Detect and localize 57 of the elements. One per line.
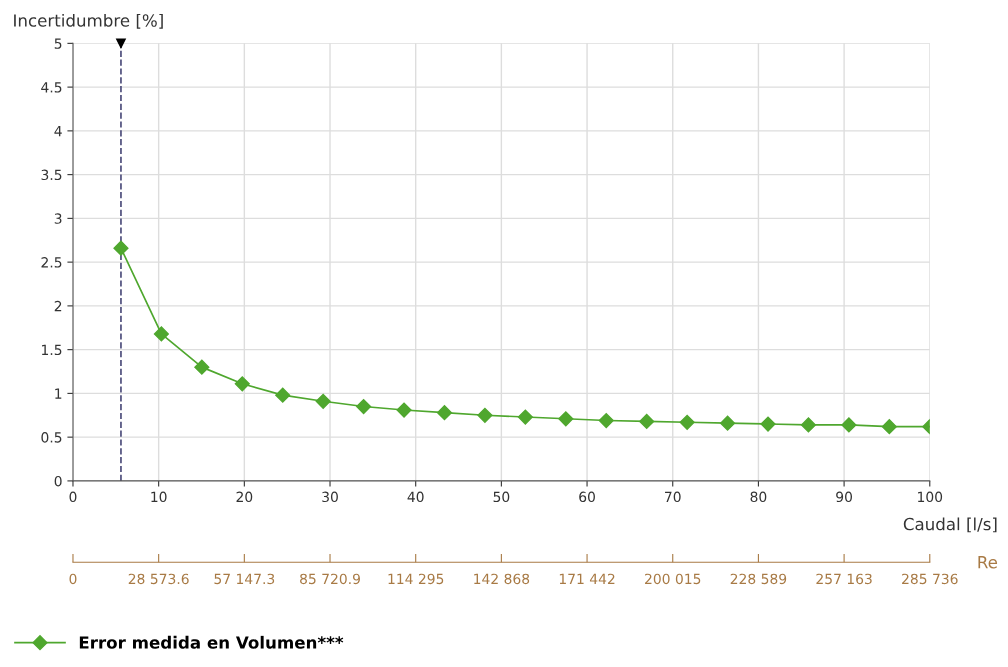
- x-tick-label: 100: [918, 491, 943, 503]
- point: [639, 413, 655, 429]
- x-tick-label: 60: [579, 491, 595, 503]
- x2-tick-label: 200 015: [645, 573, 701, 585]
- point: [881, 419, 897, 435]
- y-tick-label: 1: [55, 388, 62, 399]
- y-tick-label: 4: [54, 126, 62, 137]
- y-tick-label: 2.5: [41, 257, 62, 268]
- y-tick-label: 0: [54, 475, 62, 487]
- x-tick-label: 40: [407, 491, 424, 503]
- x2-tick-label: 285 736: [902, 573, 958, 585]
- x-tick-label: 80: [750, 491, 767, 503]
- x2-tick-label: 142 868: [474, 573, 530, 585]
- point: [598, 412, 614, 429]
- x-tick-label: 20: [236, 491, 253, 503]
- point: [800, 417, 817, 433]
- x2-tick-label: 28 573.6: [128, 573, 189, 585]
- x2-tick-label: 57 147.3: [214, 573, 275, 585]
- x-tick-label: 90: [836, 491, 853, 503]
- y-tick-label: 4.5: [41, 82, 62, 93]
- point: [436, 405, 453, 421]
- point: [234, 376, 250, 392]
- legend-label: Error medida en Volumen***: [79, 635, 344, 649]
- x-tick-label: 30: [322, 491, 338, 503]
- point: [679, 414, 695, 430]
- x2-tick-label: 228 589: [730, 573, 787, 585]
- point: [113, 240, 129, 256]
- point: [558, 411, 574, 427]
- x2-tick-label: 114 295: [388, 573, 444, 585]
- y-tick-label: 3.5: [41, 169, 62, 181]
- point: [720, 415, 736, 431]
- x-tick-label: 70: [665, 491, 681, 503]
- point: [477, 407, 493, 423]
- point: [517, 409, 533, 425]
- point: [315, 393, 331, 409]
- x2-tick-label: 171 442: [559, 573, 615, 584]
- point: [153, 326, 169, 342]
- x2-axis-title: Re: [978, 556, 998, 569]
- x-tick-label: 0: [69, 491, 77, 503]
- y-tick-label: 3: [54, 213, 62, 224]
- point: [841, 417, 857, 433]
- y-tick-label: 1.5: [42, 344, 62, 356]
- x2-tick-label: 85 720.9: [300, 573, 360, 585]
- point: [396, 402, 412, 418]
- point: [356, 398, 372, 415]
- x2-tick-label: 0: [69, 573, 77, 585]
- x-tick-label: 50: [493, 491, 510, 503]
- y-tick-label: 5: [54, 38, 62, 49]
- point: [760, 416, 776, 432]
- x-axis-title: Caudal [l/s]: [903, 517, 997, 533]
- y-axis-title: Incertidumbre [%]: [14, 13, 163, 29]
- x2-tick-label: 257 163: [816, 573, 872, 585]
- x-tick-label: 10: [151, 491, 167, 503]
- y-tick-label: 2: [54, 300, 62, 312]
- y-tick-label: 0.5: [41, 432, 62, 443]
- point: [194, 359, 210, 375]
- point: [275, 387, 291, 403]
